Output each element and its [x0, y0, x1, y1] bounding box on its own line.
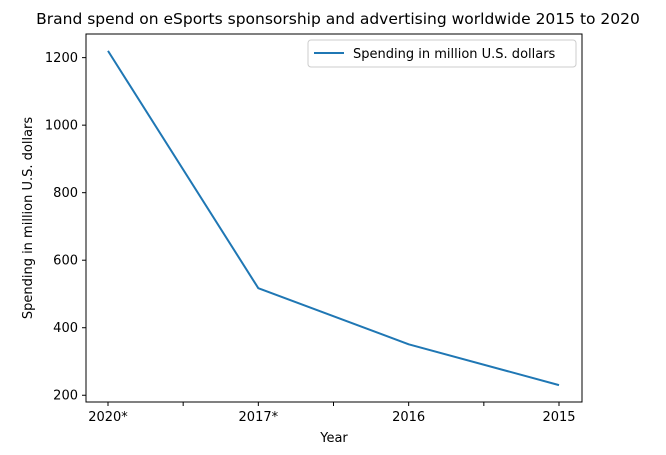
x-axis-label: Year: [319, 431, 348, 446]
plot-frame: [85, 33, 583, 403]
series-line: [107, 50, 560, 387]
series-layer: [107, 50, 560, 387]
y-axis-label: Spending in million U.S. dollars: [21, 117, 36, 320]
legend-label: Spending in million U.S. dollars: [353, 47, 556, 62]
y-tick-label: 1000: [45, 119, 78, 134]
y-tick-label: 200: [53, 389, 78, 404]
x-tick-label: 2020*: [88, 410, 128, 425]
y-tick-label: 800: [53, 186, 78, 201]
legend: Spending in million U.S. dollars: [307, 39, 577, 68]
x-tick-label: 2016: [392, 410, 425, 425]
y-tick-label: 400: [53, 321, 78, 336]
x-tick-label: 2017*: [239, 410, 279, 425]
y-axis: 200 400 600 800 1000 1200: [45, 51, 86, 404]
x-tick-label: 2015: [542, 410, 575, 425]
y-tick-label: 600: [53, 254, 78, 269]
y-tick-label: 1200: [45, 51, 78, 66]
chart-title: Brand spend on eSports sponsorship and a…: [36, 10, 640, 28]
x-axis: 2020* 2017* 2016 2015: [88, 402, 576, 425]
legend-box: [307, 39, 577, 68]
